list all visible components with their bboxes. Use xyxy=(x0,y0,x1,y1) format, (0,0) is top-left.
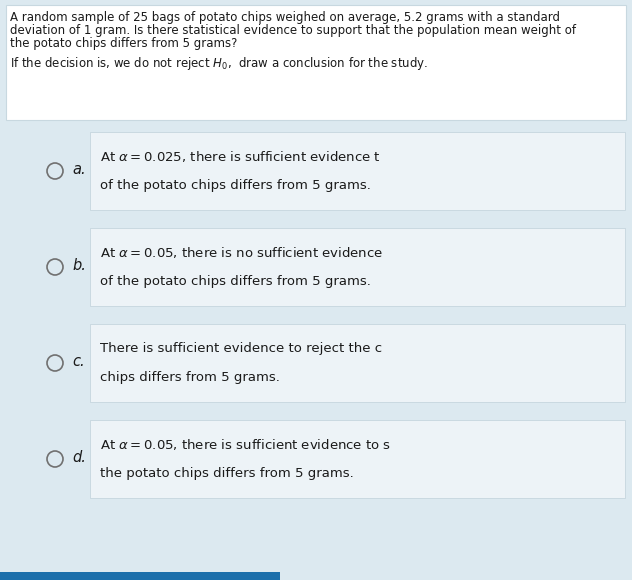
Text: There is sufficient evidence to reject the c: There is sufficient evidence to reject t… xyxy=(100,342,382,356)
Text: the potato chips differs from 5 grams?: the potato chips differs from 5 grams? xyxy=(10,37,238,50)
Bar xyxy=(0,572,280,580)
Text: b.: b. xyxy=(72,259,86,274)
FancyBboxPatch shape xyxy=(90,228,625,306)
Text: deviation of 1 gram. Is there statistical evidence to support that the populatio: deviation of 1 gram. Is there statistica… xyxy=(10,24,576,37)
Text: At $\alpha = 0.05$, there is no sufficient evidence: At $\alpha = 0.05$, there is no sufficie… xyxy=(100,245,383,260)
FancyBboxPatch shape xyxy=(6,5,626,120)
Text: of the potato chips differs from 5 grams.: of the potato chips differs from 5 grams… xyxy=(100,274,371,288)
Text: a.: a. xyxy=(72,162,85,177)
Text: If the decision is, we do not reject $H_0$,  draw a conclusion for the study.: If the decision is, we do not reject $H_… xyxy=(10,55,428,72)
Text: At $\alpha = 0.05$, there is sufficient evidence to s: At $\alpha = 0.05$, there is sufficient … xyxy=(100,437,391,452)
FancyBboxPatch shape xyxy=(90,132,625,210)
Text: d.: d. xyxy=(72,451,86,466)
Text: the potato chips differs from 5 grams.: the potato chips differs from 5 grams. xyxy=(100,466,354,480)
Text: of the potato chips differs from 5 grams.: of the potato chips differs from 5 grams… xyxy=(100,179,371,191)
FancyBboxPatch shape xyxy=(90,324,625,402)
Text: A random sample of 25 bags of potato chips weighed on average, 5.2 grams with a : A random sample of 25 bags of potato chi… xyxy=(10,11,560,24)
Text: At $\alpha = 0.025$, there is sufficient evidence t: At $\alpha = 0.025$, there is sufficient… xyxy=(100,150,380,165)
Text: c.: c. xyxy=(72,354,85,369)
Text: chips differs from 5 grams.: chips differs from 5 grams. xyxy=(100,371,280,383)
FancyBboxPatch shape xyxy=(90,420,625,498)
